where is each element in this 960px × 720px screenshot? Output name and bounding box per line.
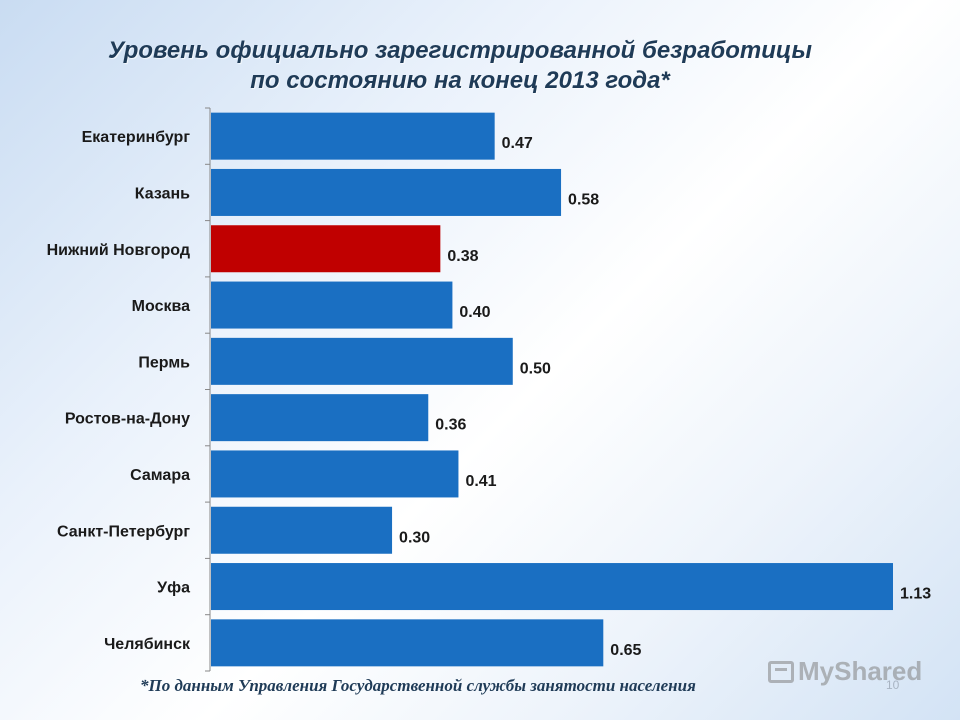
watermark-text: MyShared bbox=[798, 656, 923, 686]
value-label: 1.13 bbox=[900, 586, 931, 603]
category-label: Уфа bbox=[157, 580, 190, 597]
bar bbox=[211, 506, 393, 554]
footnote: *По данным Управления Государственной сл… bbox=[140, 676, 696, 695]
bar bbox=[211, 112, 495, 160]
value-label: 0.38 bbox=[447, 248, 478, 265]
value-label: 0.65 bbox=[610, 642, 641, 659]
category-label: Екатеринбург bbox=[82, 129, 191, 146]
category-label: Москва bbox=[132, 298, 190, 315]
presentation-icon bbox=[768, 660, 794, 683]
value-label: 0.40 bbox=[459, 304, 490, 321]
title-line-1: Уровень официально зарегистрированной бе… bbox=[108, 37, 812, 64]
slide-number: 10 bbox=[886, 678, 900, 692]
category-label: Самара bbox=[130, 467, 190, 484]
title-line-2: по состоянию на конец 2013 года* bbox=[250, 67, 670, 94]
category-label: Санкт-Петербург bbox=[57, 523, 190, 540]
bar bbox=[211, 168, 562, 216]
bar bbox=[211, 394, 429, 442]
bars-group: Екатеринбург 0.47 Казань 0.58 Нижний Новгоро… bbox=[47, 112, 931, 667]
bar bbox=[211, 337, 513, 385]
bar bbox=[211, 563, 893, 611]
bar bbox=[211, 450, 459, 498]
category-label: Казань bbox=[135, 185, 190, 202]
value-label: 0.50 bbox=[520, 360, 551, 377]
value-label: 0.41 bbox=[465, 473, 496, 490]
bar bbox=[211, 619, 604, 667]
category-label: Нижний Новгород bbox=[47, 242, 190, 259]
axis-ticks-group bbox=[205, 107, 210, 672]
value-label: 0.30 bbox=[399, 529, 430, 546]
category-label: Пермь bbox=[138, 354, 190, 371]
chart-title: Уровень официально зарегистрированной бе… bbox=[0, 36, 920, 96]
category-label: Ростов-на-Дону bbox=[65, 411, 190, 428]
bar bbox=[211, 281, 453, 329]
bar bbox=[211, 225, 441, 273]
value-label: 0.47 bbox=[502, 135, 533, 152]
category-label: Челябинск bbox=[104, 636, 191, 653]
value-label: 0.36 bbox=[435, 417, 466, 434]
value-label: 0.58 bbox=[568, 191, 599, 208]
watermark: MyShared bbox=[768, 656, 922, 687]
